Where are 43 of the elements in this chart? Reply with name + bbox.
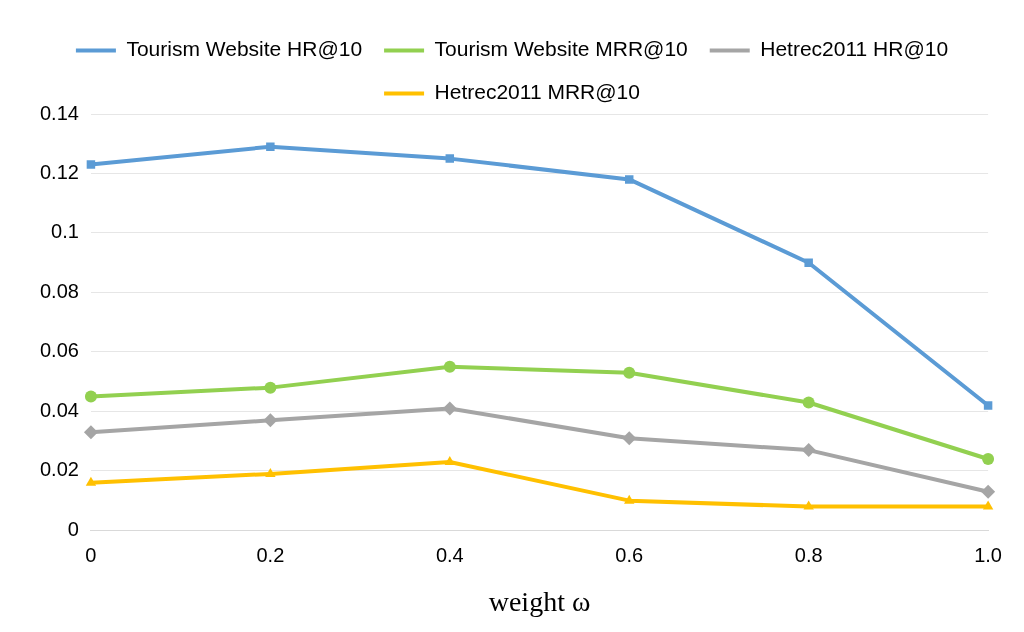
point — [263, 413, 278, 428]
legend-label: Hetrec2011 HR@10 — [760, 37, 949, 61]
point — [444, 455, 455, 465]
y-tick-label: 0.1 — [51, 220, 79, 243]
point — [264, 381, 277, 394]
point — [801, 443, 816, 458]
point — [86, 160, 96, 169]
point — [983, 401, 993, 410]
x-tick-label: 0 — [85, 543, 97, 566]
point — [624, 494, 635, 504]
point — [84, 390, 97, 403]
y-tick-label: 0.08 — [39, 279, 79, 302]
point — [623, 366, 636, 379]
x-tick-label: 1.0 — [974, 543, 1002, 566]
x-tick-label: 0.8 — [794, 543, 823, 566]
point — [85, 476, 97, 486]
y-tick-label: 0.02 — [39, 458, 79, 481]
point — [802, 396, 815, 409]
y-tick-label: 0.04 — [39, 398, 79, 421]
x-axis-title: weight ω — [488, 585, 591, 617]
legend-label: Hetrec2011 MRR@10 — [434, 80, 640, 104]
point — [445, 154, 455, 163]
point — [982, 453, 995, 466]
y-tick-label: 0.12 — [39, 161, 79, 183]
legend-label: Tourism Website MRR@10 — [434, 37, 688, 61]
legend-label: Tourism Website HR@10 — [126, 37, 363, 61]
point — [265, 467, 276, 477]
x-tick-label: 0.2 — [256, 543, 285, 566]
point — [266, 142, 275, 151]
point — [622, 431, 637, 446]
x-tick-label: 0.4 — [435, 543, 464, 566]
x-tick-label: 0.6 — [615, 543, 644, 566]
point — [83, 425, 98, 440]
point — [624, 175, 634, 184]
point — [442, 401, 457, 416]
point — [982, 500, 994, 510]
point — [981, 484, 996, 499]
point — [443, 360, 456, 373]
y-tick-label: 0.14 — [39, 101, 79, 124]
point — [804, 258, 813, 267]
y-tick-label: 0 — [67, 517, 79, 540]
y-tick-label: 0.06 — [39, 339, 79, 362]
point — [803, 500, 814, 510]
